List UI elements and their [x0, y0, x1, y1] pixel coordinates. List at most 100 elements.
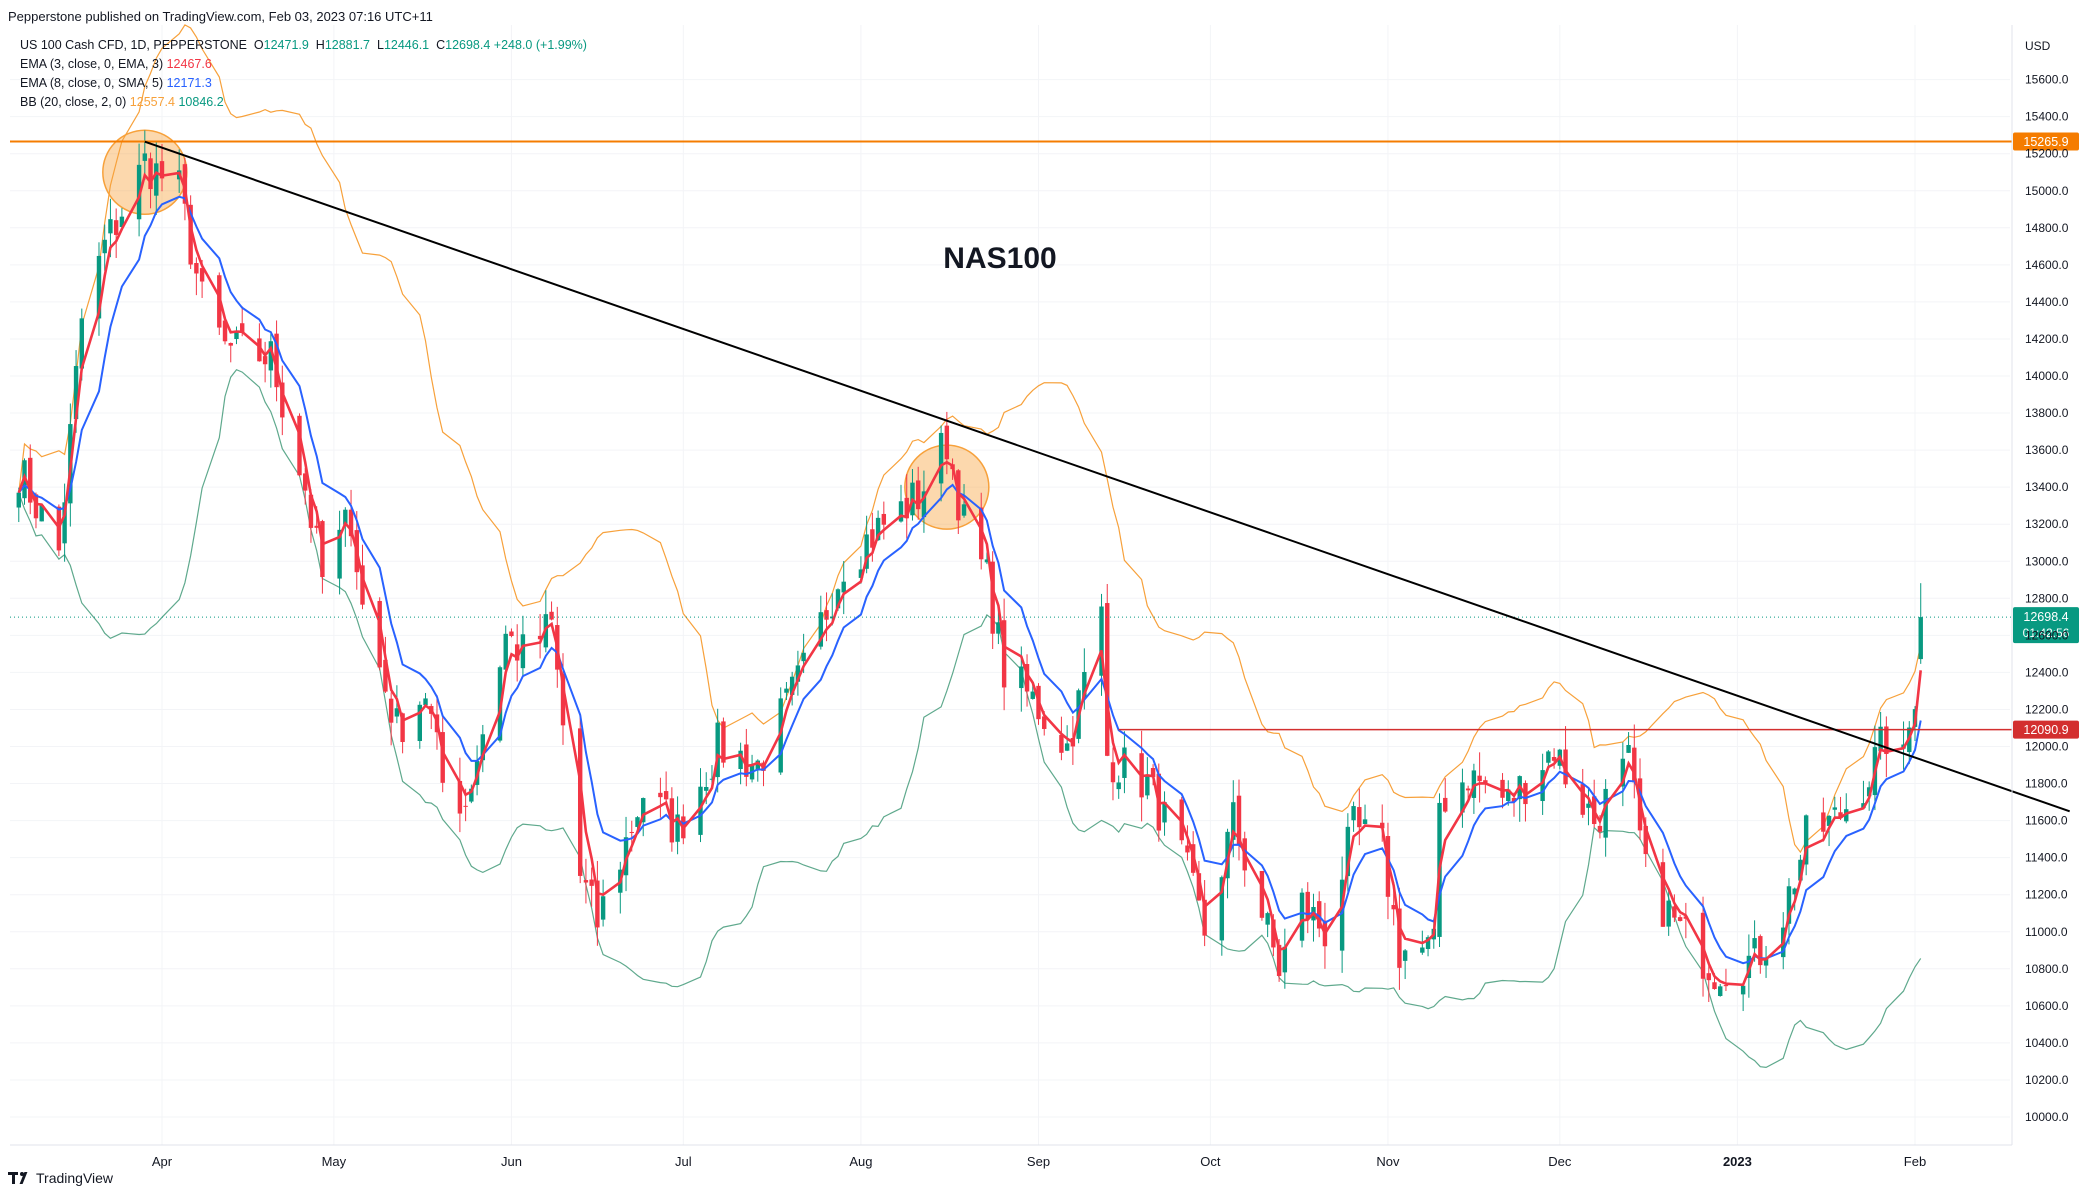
candle-body: [1402, 950, 1408, 961]
candle-body: [1202, 899, 1207, 936]
candle-body: [257, 338, 262, 362]
candle-body: [383, 659, 388, 692]
candle-body: [96, 255, 102, 319]
candle-body: [583, 880, 589, 883]
candle-body: [744, 744, 749, 777]
candle-body: [1540, 770, 1545, 802]
candle-body: [1339, 879, 1345, 951]
candle-body: [1042, 716, 1047, 729]
tradingview-logo-icon: [8, 1171, 32, 1185]
candle-body: [1219, 877, 1225, 941]
candle-body: [102, 239, 107, 254]
candle-body: [182, 164, 188, 204]
candle-body: [1001, 620, 1007, 688]
legend-bb-row[interactable]: BB (20, close, 2, 0) 12557.4 10846.2: [20, 94, 224, 111]
candle-body: [1866, 787, 1872, 797]
candle-body: [1477, 775, 1482, 782]
resistance-price-tag: [2013, 132, 2079, 151]
candle-body: [1821, 812, 1826, 832]
ema3-label: EMA (3, close, 0, EMA, 3): [20, 57, 164, 71]
candle-body: [709, 778, 715, 780]
candle-body: [62, 502, 67, 544]
candle-body: [1024, 664, 1030, 692]
candle-body: [423, 698, 428, 706]
candle-body: [514, 644, 520, 661]
candle-body: [148, 158, 153, 190]
candle-body: [1259, 870, 1265, 918]
candle-body: [1483, 780, 1488, 784]
candle-body: [755, 760, 760, 771]
candle-body: [1586, 803, 1591, 808]
candle-body: [1351, 806, 1356, 821]
y-tick-label: 14200.0: [2025, 332, 2069, 346]
trendline[interactable]: [144, 140, 2071, 813]
y-tick-label: 14600.0: [2025, 258, 2069, 272]
ohlc-open: O12471.9: [253, 38, 309, 52]
candle-body: [721, 721, 726, 763]
y-tick-label: 13600.0: [2025, 443, 2069, 457]
candle-body: [1723, 985, 1729, 987]
candle-body: [990, 561, 995, 634]
candle-body: [1185, 845, 1190, 853]
candle-body: [984, 559, 990, 563]
candle-body: [268, 341, 274, 371]
candle-body: [1391, 904, 1396, 910]
candle-body: [108, 219, 113, 234]
candle-body: [629, 831, 634, 833]
candle-body: [1792, 888, 1797, 895]
grid: [10, 25, 2010, 1145]
countdown-label: 01:42:56: [2023, 626, 2070, 640]
candle-body: [199, 268, 205, 282]
candle-body: [377, 600, 382, 668]
y-tick-label: 10600.0: [2025, 999, 2069, 1013]
candle-body: [898, 501, 904, 522]
candle-body: [1150, 768, 1156, 777]
current-price-label: 12698.4: [2023, 610, 2068, 624]
horizontal-levels[interactable]: 15265.9 12090.9 12698.4 01:42:56: [10, 132, 2079, 739]
y-tick-label: 11200.0: [2025, 888, 2068, 902]
candle-body: [1357, 807, 1362, 828]
candle-body: [119, 216, 125, 228]
candle-body: [996, 622, 1001, 634]
footer-brand[interactable]: TradingView: [8, 1170, 113, 1186]
candle-body: [1122, 747, 1127, 778]
candle-body: [274, 333, 279, 388]
candle-body: [509, 631, 514, 637]
candle-body: [1030, 691, 1035, 699]
candle-body: [704, 787, 709, 791]
candle-body: [1105, 603, 1110, 756]
candle-body: [1832, 807, 1838, 810]
candle-body: [1506, 789, 1511, 801]
support-price-tag: [2013, 720, 2079, 739]
candle-body: [698, 786, 703, 835]
candle-body: [835, 589, 841, 609]
y-tick-label: 12800.0: [2025, 591, 2069, 605]
ohlc-low: L12446.1: [376, 38, 430, 52]
ohlc-change: +248.0 (+1.99%): [493, 38, 587, 52]
candle-body: [1380, 822, 1385, 829]
y-tick-label: 11400.0: [2025, 851, 2068, 865]
candle-body: [28, 457, 33, 503]
candle-body: [1443, 797, 1448, 812]
candle-body: [159, 161, 165, 179]
candle-body: [1019, 666, 1024, 689]
candle-body: [234, 330, 239, 340]
bb-lower-value: 10846.2: [178, 95, 224, 109]
candle-body: [280, 382, 285, 418]
candle-body: [1918, 617, 1923, 660]
legend-ema3-row[interactable]: EMA (3, close, 0, EMA, 3) 12467.6: [20, 56, 212, 73]
ema8-value: 12171.3: [166, 76, 212, 90]
candle-body: [1740, 985, 1746, 995]
candle-body: [1786, 886, 1792, 924]
candle-body: [1706, 973, 1711, 981]
candle-body: [944, 425, 950, 460]
candle-body: [824, 610, 829, 620]
candle-body: [1758, 936, 1763, 966]
legend-symbol-row[interactable]: US 100 Cash CFD, 1D, PEPPERSTONE O12471.…: [20, 37, 587, 54]
legend-ema8-row[interactable]: EMA (8, close, 0, SMA, 5) 12171.3: [20, 75, 212, 92]
candle-body: [921, 491, 927, 518]
candle-body: [1763, 958, 1769, 966]
candle-body: [858, 569, 864, 578]
